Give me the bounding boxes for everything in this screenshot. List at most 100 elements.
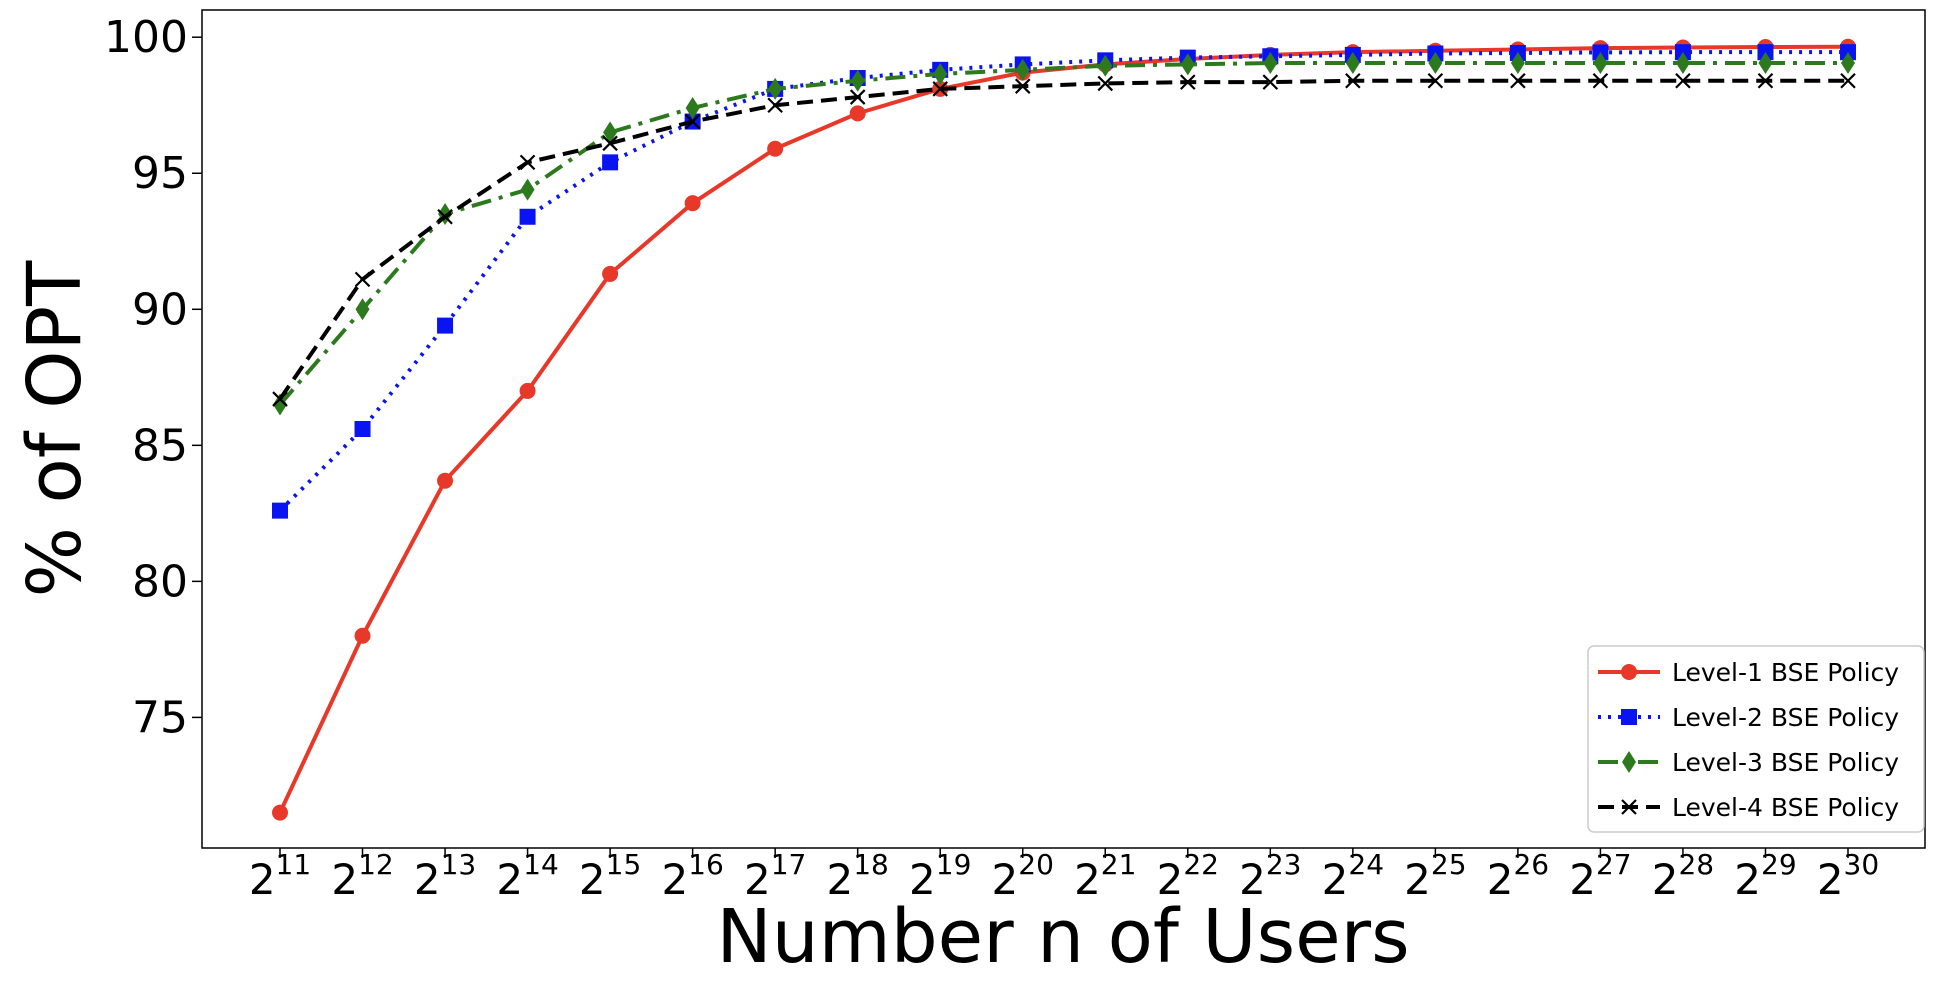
series-3: [273, 52, 1855, 416]
x-tick-label: 214: [496, 848, 558, 904]
data-point: [1840, 72, 1856, 89]
legend-item: Level-1 BSE Policy: [1598, 658, 1899, 687]
x-tick-label: 212: [331, 848, 393, 904]
data-point: [437, 209, 453, 225]
x-tick-base: 2: [249, 855, 276, 904]
legend-label: Level-4 BSE Policy: [1672, 793, 1899, 822]
y-tick-label: 90: [132, 284, 188, 335]
data-point: [437, 317, 454, 334]
data-point: [354, 271, 371, 288]
legend-marker: [1621, 709, 1637, 725]
x-tick-exponent: 11: [276, 848, 312, 881]
x-tick-base: 2: [1239, 855, 1266, 904]
data-point: [850, 69, 865, 92]
data-point: [1014, 78, 1031, 94]
x-tick-base: 2: [1487, 855, 1514, 904]
x-tick-base: 2: [1074, 855, 1101, 904]
y-tick-label: 75: [132, 692, 188, 743]
x-tick-exponent: 16: [688, 848, 724, 881]
data-point: [520, 178, 535, 201]
data-point: [354, 421, 371, 437]
data-point: [1263, 52, 1278, 75]
legend-box: [1587, 645, 1925, 833]
data-point: [1180, 53, 1195, 76]
x-tick-exponent: 15: [606, 848, 642, 881]
legend-item: Level-2 BSE Policy: [1598, 703, 1899, 732]
x-tick-base: 2: [579, 855, 606, 904]
data-point: [1180, 74, 1196, 90]
x-tick-label: 225: [1404, 848, 1466, 904]
y-axis: 75 80 85 90 95 100: [104, 12, 202, 743]
x-axis: 211 212 213 214 215 216 217 218 219 220 221 222 223 2…: [249, 848, 1879, 904]
x-tick-base: 2: [992, 855, 1019, 904]
data-point: [1593, 52, 1608, 75]
x-tick-base: 2: [1569, 855, 1596, 904]
legend-marker: [1621, 799, 1637, 815]
x-tick-label: 229: [1734, 848, 1796, 904]
x-axis-label: Number n of Users: [716, 894, 1409, 980]
data-point: [849, 105, 866, 122]
y-tick-label: 80: [132, 556, 188, 607]
x-tick-base: 2: [496, 855, 523, 904]
data-point: [932, 81, 948, 97]
plot-frame: [201, 9, 1926, 849]
series-line: [278, 50, 1848, 513]
x-tick-label: 211: [249, 848, 311, 904]
data-point: [1428, 52, 1443, 75]
x-tick-exponent: 17: [771, 848, 807, 881]
legend-marker: [1622, 751, 1636, 773]
legend-item: Level-3 BSE Policy: [1598, 748, 1899, 777]
x-tick-exponent: 14: [523, 848, 559, 881]
data-point: [1510, 52, 1525, 75]
data-point: [603, 121, 618, 144]
x-tick-label: 215: [579, 848, 641, 904]
series-4: [272, 72, 1856, 407]
data-point: [1758, 52, 1773, 75]
x-tick-label: 221: [1074, 848, 1136, 904]
data-point: [768, 77, 783, 100]
data-point: [1757, 72, 1774, 89]
legend-label: Level-2 BSE Policy: [1672, 703, 1899, 732]
x-tick-label: 218: [826, 848, 888, 904]
x-tick-exponent: 27: [1596, 848, 1632, 881]
data-point: [767, 140, 784, 157]
x-tick-base: 2: [661, 855, 688, 904]
data-point: [272, 804, 288, 821]
x-tick-label: 219: [909, 848, 971, 904]
x-tick-base: 2: [744, 855, 771, 904]
data-point: [519, 382, 536, 399]
data-point: [1841, 52, 1855, 75]
legend-label: Level-3 BSE Policy: [1672, 748, 1899, 777]
series-line: [278, 78, 1848, 401]
x-tick-label: 228: [1652, 848, 1714, 904]
x-tick-base: 2: [909, 855, 936, 904]
x-tick-exponent: 21: [1101, 848, 1137, 881]
data-point: [602, 265, 619, 282]
data-point: [1345, 72, 1361, 89]
x-tick-exponent: 22: [1183, 848, 1219, 881]
series-line: [278, 61, 1848, 406]
x-tick-label: 213: [414, 848, 476, 904]
x-tick-exponent: 18: [853, 848, 889, 881]
data-point: [1427, 72, 1444, 89]
x-tick-exponent: 19: [936, 848, 972, 881]
x-tick-base: 2: [1652, 855, 1679, 904]
x-tick-label: 224: [1322, 848, 1384, 904]
x-tick-exponent: 23: [1266, 848, 1302, 881]
data-point: [1675, 52, 1690, 75]
data-point: [273, 393, 287, 416]
data-point: [933, 62, 948, 85]
x-tick-label: 216: [661, 848, 723, 904]
legend-label: Level-1 BSE Policy: [1672, 658, 1899, 687]
data-point: [1675, 72, 1691, 89]
data-point: [437, 472, 454, 489]
data-point: [1345, 52, 1360, 75]
series-2: [272, 44, 1856, 519]
data-point: [354, 627, 371, 644]
x-tick-base: 2: [1734, 855, 1761, 904]
y-tick-label: 85: [132, 420, 188, 471]
x-tick-label: 220: [992, 848, 1054, 904]
x-tick-base: 2: [1404, 855, 1431, 904]
data-point: [519, 208, 536, 225]
